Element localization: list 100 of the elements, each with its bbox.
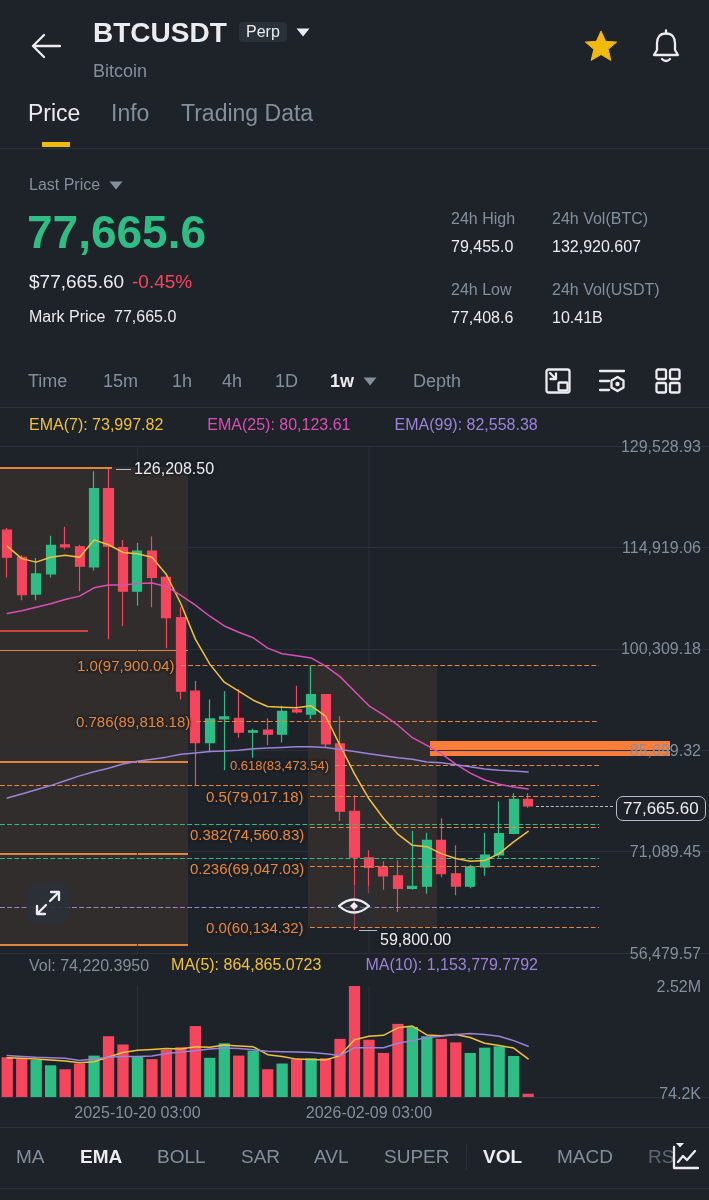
bar xyxy=(73,1063,86,1097)
chart-subtitle: Bitcoin xyxy=(93,59,148,83)
text: EMA(7): 73,997.82 xyxy=(29,415,164,435)
bar xyxy=(88,1055,100,1097)
line-series xyxy=(6,582,529,790)
bar xyxy=(233,1055,245,1097)
bar xyxy=(16,1058,28,1097)
bar xyxy=(305,1058,317,1097)
candlestick xyxy=(363,849,375,894)
text: Info xyxy=(111,98,150,128)
bar xyxy=(493,1046,505,1097)
bar xyxy=(189,1026,201,1097)
candlestick xyxy=(348,794,361,931)
text: SUPER xyxy=(384,1145,450,1169)
bar xyxy=(117,1044,129,1097)
text: Price xyxy=(28,98,81,128)
candlestick xyxy=(291,685,303,715)
text: Mark Price xyxy=(29,307,106,327)
candlestick xyxy=(74,544,86,592)
bar xyxy=(262,1069,274,1097)
bar xyxy=(160,1049,173,1097)
bar xyxy=(131,1056,144,1097)
bar xyxy=(247,1050,259,1097)
ref-line-label: 0.0(60,134.32) xyxy=(206,918,304,938)
text: 77,665.0 xyxy=(114,307,177,327)
candlestick xyxy=(435,817,447,878)
bar xyxy=(464,1052,476,1097)
bar xyxy=(479,1047,491,1097)
bar xyxy=(175,1047,187,1097)
bar xyxy=(30,1060,42,1097)
ref-line-label: 0.618(83,473.54) xyxy=(230,757,330,774)
text: MACD xyxy=(557,1145,613,1169)
bar xyxy=(59,1069,71,1097)
candlestick xyxy=(88,470,100,572)
y-tick-label: 71,089.45 xyxy=(629,843,702,861)
bar xyxy=(204,1057,216,1097)
y-tick-label: 74.2K xyxy=(659,1085,702,1103)
candlestick xyxy=(160,574,172,649)
text: $77,665.60 xyxy=(29,270,125,294)
bar xyxy=(363,1039,375,1097)
text: MA(10): 1,153,779.7792 xyxy=(365,955,538,975)
text: 24h Vol(USDT) xyxy=(552,280,660,300)
candlestick xyxy=(204,698,216,753)
candlestick xyxy=(450,844,462,896)
candlestick xyxy=(59,526,71,551)
candlestick xyxy=(146,535,158,608)
text: -0.45% xyxy=(132,270,193,294)
candlestick xyxy=(1,527,13,578)
ref-line-label: 0.786(89,818.18) xyxy=(76,712,191,732)
candlestick xyxy=(464,864,476,889)
candlestick xyxy=(189,680,201,787)
text: 1D xyxy=(275,369,299,393)
ref-line-label: 0.236(69,047.03) xyxy=(190,858,305,878)
candlestick xyxy=(262,717,274,746)
candlestick xyxy=(522,792,534,809)
bar xyxy=(392,1023,404,1097)
bar xyxy=(218,1043,230,1097)
bar xyxy=(522,1093,534,1097)
y-tick-label: 114,919.06 xyxy=(622,538,702,556)
candlestick xyxy=(30,557,42,601)
line-series xyxy=(6,1025,529,1064)
bar xyxy=(146,1059,158,1097)
text: MA xyxy=(16,1145,45,1169)
text: Time xyxy=(28,369,68,393)
bar xyxy=(348,986,361,1097)
bar xyxy=(421,1036,433,1097)
ref-line-label: 0.382(74,560.83) xyxy=(190,824,305,844)
bar xyxy=(45,1065,57,1097)
candlestick xyxy=(320,694,332,749)
text: MA(5): 864,865.0723 xyxy=(171,955,322,975)
candlestick xyxy=(392,859,404,913)
chart-title: BTCUSDT xyxy=(93,15,227,50)
bar xyxy=(508,1056,520,1097)
text: RS xyxy=(648,1145,675,1169)
text: VOL xyxy=(483,1145,523,1169)
candlestick xyxy=(131,542,143,607)
text: 15m xyxy=(103,369,139,393)
bar xyxy=(334,1038,346,1097)
text: BOLL xyxy=(157,1145,206,1169)
candlestick xyxy=(334,715,346,822)
x-tick-label: 2026-02-09 03:00 xyxy=(305,1103,433,1121)
text: 10.41B xyxy=(552,308,603,328)
text: 24h Low xyxy=(451,280,512,300)
text: 1w xyxy=(330,369,355,393)
candlestick xyxy=(175,606,187,701)
text: 24h Vol(BTC) xyxy=(552,209,649,229)
candlestick xyxy=(218,690,230,771)
candlestick xyxy=(117,539,129,627)
y-tick-label: 100,309.18 xyxy=(620,640,702,658)
x-tick-label: 2025-10-20 03:00 xyxy=(74,1103,201,1121)
y-tick-label: 56,479.57 xyxy=(629,944,702,962)
annotation: 59,800.00 xyxy=(380,930,452,950)
text: Perp xyxy=(239,22,287,42)
text: Trading Data xyxy=(181,98,314,128)
text: EMA(99): 82,558.38 xyxy=(394,415,538,435)
bar xyxy=(319,1058,332,1097)
bar xyxy=(406,1026,419,1097)
bar xyxy=(450,1042,462,1097)
candlestick xyxy=(16,554,28,601)
text: Vol: 74,220.3950 xyxy=(29,956,150,976)
